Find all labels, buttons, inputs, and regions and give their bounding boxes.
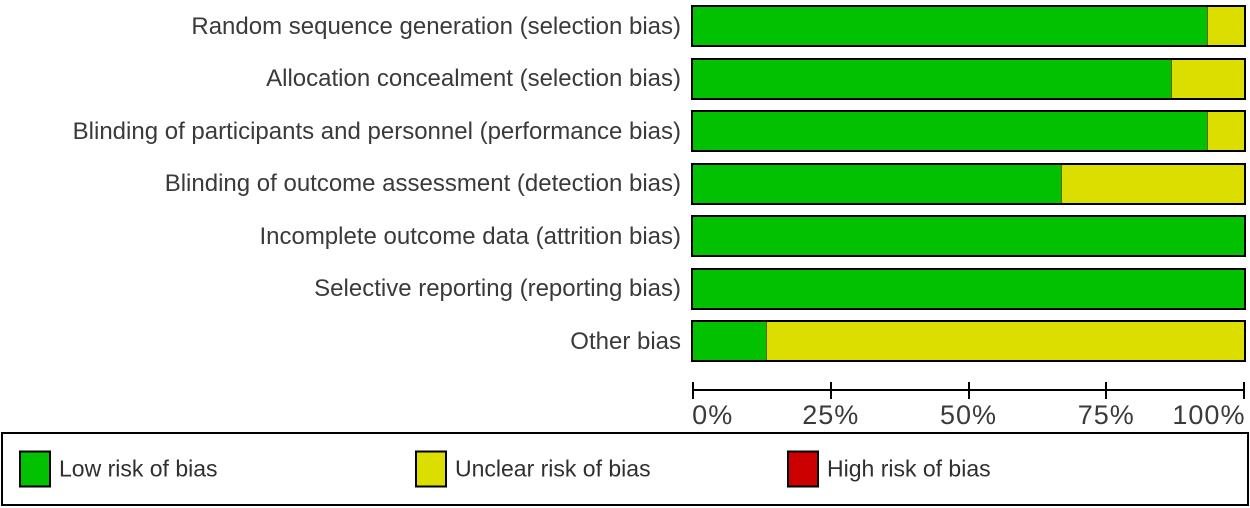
bar-segment-low-risk: [693, 59, 1171, 98]
legend-item-low-risk: Low risk of bias: [19, 450, 218, 488]
axis-tick: [1243, 381, 1245, 399]
stacked-bar: [691, 215, 1246, 258]
category-label: Selective reporting (reporting bias): [314, 275, 681, 303]
legend-swatch-unclear-risk: [415, 450, 447, 488]
category-label: Incomplete outcome data (attrition bias): [259, 222, 681, 250]
bar-segment-low-risk: [693, 7, 1208, 46]
chart-row: Selective reporting (reporting bias): [0, 263, 1250, 316]
bar-segment-low-risk: [693, 217, 1244, 256]
bar-segment-unclear-risk: [1170, 59, 1244, 98]
x-axis-row: 0% 25% 50% 75% 100%: [0, 368, 1250, 430]
stacked-bar: [691, 162, 1246, 205]
axis-tick: [829, 381, 832, 399]
stacked-bar: [691, 110, 1246, 153]
legend-item-high-risk: High risk of bias: [787, 450, 991, 488]
legend-label: Unclear risk of bias: [455, 455, 651, 482]
axis-tick: [967, 381, 970, 399]
chart-row: Random sequence generation (selection bi…: [0, 0, 1250, 53]
legend-item-unclear-risk: Unclear risk of bias: [415, 450, 651, 488]
bar-segment-low-risk: [693, 322, 767, 361]
chart-row: Blinding of outcome assessment (detectio…: [0, 158, 1250, 211]
legend-swatch-low-risk: [19, 450, 51, 488]
bar-segment-low-risk: [693, 112, 1208, 151]
bar-segment-unclear-risk: [766, 322, 1244, 361]
stacked-bar: [691, 320, 1246, 363]
category-label: Allocation concealment (selection bias): [266, 65, 681, 93]
x-axis: 0% 25% 50% 75% 100%: [692, 381, 1245, 430]
axis-spacer: [0, 368, 693, 391]
bar-segment-low-risk: [693, 164, 1061, 203]
category-label: Other bias: [570, 327, 681, 355]
bar-segment-unclear-risk: [1207, 7, 1244, 46]
chart-row: Other bias: [0, 315, 1250, 368]
legend: Low risk of bias Unclear risk of bias Hi…: [1, 432, 1249, 506]
bar-segment-unclear-risk: [1207, 112, 1244, 151]
axis-tick-label: 0%: [692, 399, 734, 430]
axis-tick-label: 50%: [939, 399, 998, 430]
axis-tick-label: 100%: [1172, 399, 1246, 430]
stacked-bar: [691, 5, 1246, 48]
axis-tick-label: 25%: [802, 399, 860, 430]
category-label: Random sequence generation (selection bi…: [191, 12, 681, 40]
x-axis-line: 0% 25% 50% 75% 100%: [692, 381, 1245, 430]
stacked-bar: [691, 57, 1246, 100]
category-label: Blinding of outcome assessment (detectio…: [164, 170, 681, 198]
chart-row: Incomplete outcome data (attrition bias): [0, 210, 1250, 263]
axis-tick: [1105, 381, 1108, 399]
legend-label: Low risk of bias: [59, 455, 218, 482]
risk-of-bias-chart: Random sequence generation (selection bi…: [0, 0, 1250, 430]
stacked-bar: [691, 267, 1246, 310]
legend-label: High risk of bias: [827, 455, 991, 482]
axis-tick: [692, 381, 694, 399]
legend-swatch-high-risk: [787, 450, 819, 488]
bar-segment-low-risk: [693, 269, 1244, 308]
category-label: Blinding of participants and personnel (…: [72, 117, 681, 145]
axis-tick-label: 75%: [1077, 399, 1135, 430]
bar-segment-unclear-risk: [1060, 164, 1244, 203]
chart-row: Allocation concealment (selection bias): [0, 53, 1250, 106]
chart-row: Blinding of participants and personnel (…: [0, 105, 1250, 158]
